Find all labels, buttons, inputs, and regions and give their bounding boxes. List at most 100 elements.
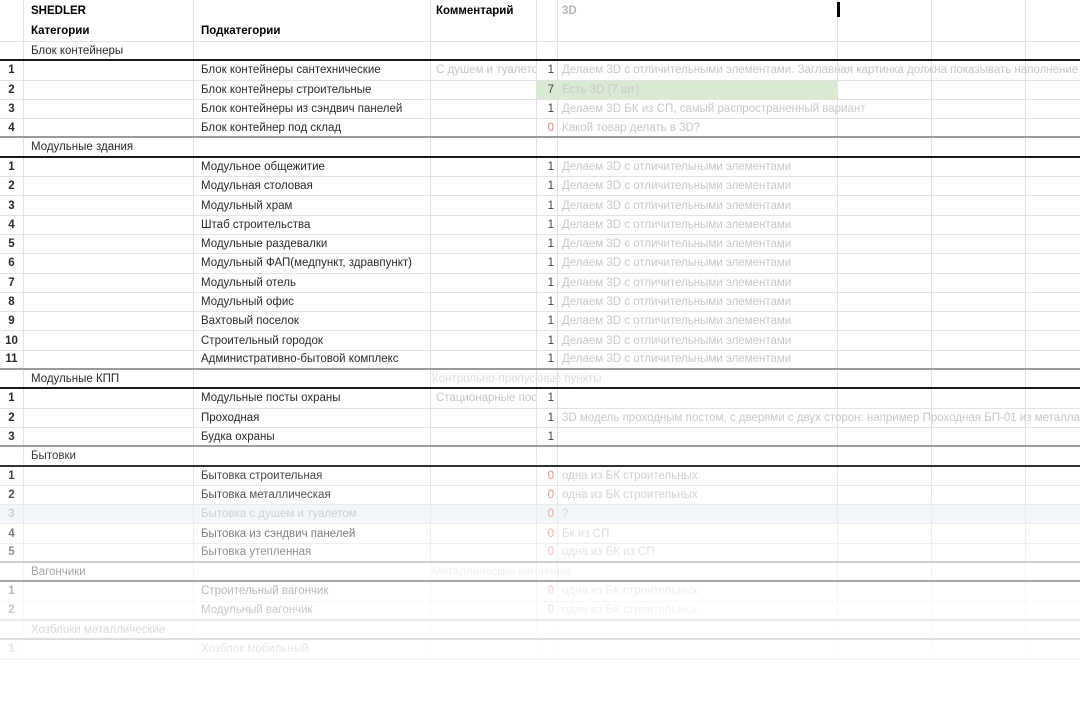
empty-cell[interactable] <box>932 215 1026 234</box>
empty-cell[interactable] <box>24 485 194 505</box>
empty-cell[interactable] <box>932 42 1026 60</box>
quantity-cell[interactable]: 1 <box>537 177 558 196</box>
three-d-note-cell[interactable] <box>558 254 838 273</box>
three-d-note-cell[interactable] <box>558 234 838 254</box>
empty-cell[interactable] <box>838 505 932 524</box>
empty-cell[interactable] <box>24 196 194 215</box>
category-row[interactable]: Хозблоки металлические <box>0 620 1080 641</box>
empty-cell[interactable] <box>932 505 1026 524</box>
empty-cell[interactable] <box>838 177 932 196</box>
subcategory-cell[interactable]: Бытовка утепленная <box>194 543 431 562</box>
comment-cell[interactable] <box>431 582 537 601</box>
empty-cell[interactable] <box>558 370 838 388</box>
empty-cell[interactable] <box>1026 467 1080 485</box>
subcategory-cell[interactable]: Модульные посты охраны <box>194 389 431 408</box>
empty-cell[interactable] <box>932 138 1026 156</box>
empty-cell[interactable] <box>24 215 194 234</box>
three-d-note-cell[interactable] <box>558 177 838 196</box>
empty-cell[interactable] <box>838 157 932 177</box>
empty-cell[interactable] <box>932 640 1026 658</box>
table-row[interactable]: 2 Проходная 1 3D модель проходным постом, с… <box>0 408 1080 428</box>
empty-cell[interactable] <box>932 582 1026 601</box>
three-d-note-cell[interactable] <box>558 215 838 234</box>
empty-cell[interactable] <box>838 312 932 331</box>
category-name[interactable]: Модульные здания <box>24 138 194 156</box>
empty-cell[interactable] <box>24 119 194 137</box>
empty-cell[interactable] <box>1026 81 1080 99</box>
subcategory-cell[interactable]: Блок контейнеры сантехнические <box>194 61 431 80</box>
category-name[interactable]: Бытовки <box>24 447 194 465</box>
empty-cell[interactable] <box>1026 370 1080 387</box>
empty-cell[interactable] <box>1026 119 1080 136</box>
empty-cell[interactable] <box>537 447 558 465</box>
empty-cell[interactable] <box>838 524 932 543</box>
empty-cell[interactable] <box>838 389 932 408</box>
empty-cell[interactable] <box>838 563 932 581</box>
comment-cell[interactable] <box>431 312 537 331</box>
comment-cell[interactable] <box>431 350 537 369</box>
quantity-cell[interactable]: 1 <box>537 234 558 254</box>
quantity-cell[interactable]: 1 <box>537 312 558 331</box>
empty-cell[interactable] <box>838 543 932 562</box>
subcategory-cell[interactable]: Модульный офис <box>194 292 431 312</box>
category-name[interactable]: Блок контейнеры <box>24 42 194 60</box>
empty-cell[interactable] <box>932 370 1026 388</box>
subcategory-cell[interactable]: Модульные раздевалки <box>194 234 431 254</box>
empty-cell[interactable] <box>24 61 194 80</box>
subcategory-cell[interactable]: Проходная <box>194 408 431 427</box>
three-d-note-cell[interactable] <box>558 99 838 119</box>
table-row[interactable]: 4 Штаб строительства 1 Делаем 3D с отличите… <box>0 215 1080 235</box>
comment-cell[interactable] <box>431 196 537 215</box>
section-comment-cell[interactable] <box>431 42 537 60</box>
empty-cell[interactable] <box>24 389 194 408</box>
empty-cell[interactable] <box>537 620 558 639</box>
quantity-cell[interactable]: 0 <box>537 524 558 543</box>
comment-cell[interactable]: С душем и туалетом <box>431 61 537 80</box>
empty-cell[interactable] <box>194 620 431 639</box>
quantity-cell[interactable]: 1 <box>537 331 558 350</box>
three-d-note-cell[interactable] <box>558 408 838 427</box>
comment-cell[interactable] <box>431 215 537 234</box>
comment-cell[interactable] <box>431 234 537 254</box>
empty-cell[interactable] <box>1026 254 1080 272</box>
subcategory-cell[interactable]: Модульный вагончик <box>194 601 431 619</box>
empty-cell[interactable] <box>838 138 932 156</box>
empty-cell[interactable] <box>838 466 932 485</box>
table-row[interactable]: 3 Будка охраны 1 <box>0 427 1080 448</box>
category-row[interactable]: Бытовки <box>0 447 1080 467</box>
quantity-cell[interactable]: 1 <box>537 427 558 446</box>
comment-cell[interactable] <box>431 254 537 273</box>
section-comment-cell[interactable] <box>431 447 537 465</box>
empty-cell[interactable] <box>932 273 1026 292</box>
empty-cell[interactable] <box>838 215 932 234</box>
empty-cell[interactable] <box>838 620 932 639</box>
category-name[interactable]: Модульные КПП <box>24 370 194 388</box>
table-row[interactable]: 3 Модульный храм 1 Делаем 3D с отличительны… <box>0 196 1080 216</box>
empty-cell[interactable] <box>838 640 932 658</box>
three-d-note-cell[interactable] <box>558 640 838 658</box>
empty-cell[interactable] <box>1026 158 1080 176</box>
empty-cell[interactable] <box>932 389 1026 408</box>
quantity-cell[interactable]: 1 <box>537 408 558 427</box>
empty-cell[interactable] <box>1026 331 1080 349</box>
empty-cell[interactable] <box>932 234 1026 254</box>
empty-cell[interactable] <box>194 370 431 388</box>
empty-cell[interactable] <box>932 119 1026 137</box>
empty-cell[interactable] <box>558 138 838 156</box>
empty-cell[interactable] <box>558 620 838 639</box>
empty-cell[interactable] <box>838 408 932 427</box>
empty-cell[interactable] <box>1026 216 1080 234</box>
empty-cell[interactable] <box>838 196 932 215</box>
empty-cell[interactable] <box>1026 409 1080 427</box>
empty-cell[interactable] <box>24 234 194 254</box>
three-d-note-cell[interactable] <box>558 543 838 562</box>
three-d-note-cell[interactable] <box>558 505 838 524</box>
comment-cell[interactable] <box>431 485 537 505</box>
quantity-cell[interactable]: 0 <box>537 582 558 601</box>
empty-cell[interactable] <box>838 99 932 119</box>
empty-cell[interactable] <box>932 312 1026 331</box>
quantity-cell[interactable]: 1 <box>537 389 558 408</box>
section-comment-cell[interactable] <box>431 563 537 581</box>
empty-cell[interactable] <box>1026 582 1080 600</box>
empty-cell[interactable] <box>1026 602 1080 619</box>
